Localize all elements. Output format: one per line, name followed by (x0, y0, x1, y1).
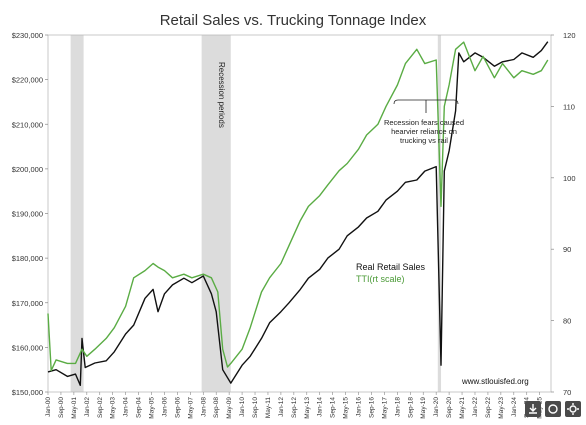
tti-series-line (47, 41, 549, 372)
legend-tti: TTI(rt scale) (356, 274, 405, 284)
settings-icon[interactable] (565, 401, 581, 417)
x-tick-label: Sep-06 (174, 397, 181, 418)
retail-sales-series-line (47, 41, 549, 386)
share-icon[interactable] (545, 401, 561, 417)
x-tick-label: Sep-20 (446, 397, 453, 418)
right-tick-label: 70 (563, 388, 571, 397)
left-tick-label: $200,000 (12, 165, 43, 174)
x-tick-label: May-23 (498, 397, 505, 419)
x-tick-label: Sep-14 (330, 397, 337, 418)
x-tick-label: Sep-22 (485, 397, 492, 418)
annotation-note-line-1: Recession fears caused (384, 118, 464, 127)
x-tick-label: Jan-08 (200, 397, 207, 417)
recession-band (201, 35, 231, 392)
x-tick-label: Sep-02 (97, 397, 104, 418)
x-tick-label: Sep-18 (407, 397, 414, 418)
x-tick-label: May-13 (304, 397, 311, 419)
left-tick-label: $220,000 (12, 76, 43, 85)
x-tick-label: May-11 (265, 397, 272, 419)
x-tick-label: May-17 (381, 397, 388, 419)
x-tick-label: Jan-16 (356, 397, 363, 417)
x-tick-label: May-01 (71, 397, 78, 419)
left-tick-label: $170,000 (12, 299, 43, 308)
legend-real-retail-sales: Real Retail Sales (356, 262, 426, 272)
x-tick-label: May-09 (226, 397, 233, 419)
x-tick-label: May-03 (110, 397, 117, 419)
x-tick-label: May-19 (420, 397, 427, 419)
recession-band (70, 35, 84, 392)
left-tick-label: $160,000 (12, 343, 43, 352)
x-tick-label: May-05 (149, 397, 156, 419)
left-tick-label: $190,000 (12, 210, 43, 219)
x-tick-label: Jan-10 (239, 397, 246, 417)
x-tick-label: Sep-00 (58, 397, 65, 418)
right-tick-label: 90 (563, 245, 571, 254)
recession-bands (70, 35, 442, 392)
x-tick-label: Jan-18 (394, 397, 401, 417)
right-tick-label: 120 (563, 31, 576, 40)
x-tick-label: Sep-08 (213, 397, 220, 418)
x-tick-label: May-21 (459, 397, 466, 419)
right-tick-label: 100 (563, 174, 576, 183)
x-tick-label: Jan-20 (433, 397, 440, 417)
x-tick-label: Jan-04 (123, 397, 130, 417)
x-tick-label: Jan-12 (278, 397, 285, 417)
download-icon[interactable] (525, 401, 541, 417)
right-tick-label: 110 (563, 102, 575, 111)
chart-toolbar (525, 401, 581, 417)
series-lines (47, 41, 549, 386)
x-tick-label: Jan-22 (472, 397, 479, 417)
left-tick-label: $180,000 (12, 254, 43, 263)
annotation-note-line-2: hearvier reliance on (391, 127, 457, 136)
right-tick-label: 80 (563, 317, 571, 326)
recession-band (437, 35, 442, 392)
left-tick-label: $230,000 (12, 31, 43, 40)
x-tick-label: May-15 (343, 397, 350, 419)
annotations: Recession periods Real Retail Sales TTI(… (217, 62, 528, 386)
x-tick-label: Jan-06 (161, 397, 168, 417)
annotation-bracket (393, 99, 459, 113)
x-tick-label: Sep-04 (136, 397, 143, 418)
left-tick-label: $210,000 (12, 120, 43, 129)
x-tick-label: Jan-02 (84, 397, 91, 417)
annotation-note-line-3: trucking vs rail (400, 136, 448, 145)
chart-title: Retail Sales vs. Trucking Tonnage Index (160, 12, 427, 29)
x-tick-label: May-07 (187, 397, 194, 419)
left-tick-label: $150,000 (12, 388, 43, 397)
x-tick-label: Jan-24 (511, 397, 518, 417)
x-tick-label: Sep-12 (291, 397, 298, 418)
source-url: www.stlouisfed.org (461, 377, 529, 386)
x-tick-label: Sep-16 (368, 397, 375, 418)
x-tick-label: Jan-00 (45, 397, 52, 417)
recession-periods-label: Recession periods (217, 62, 226, 128)
x-tick-label: Sep-10 (252, 397, 259, 418)
x-tick-label: Jan-14 (317, 397, 324, 417)
